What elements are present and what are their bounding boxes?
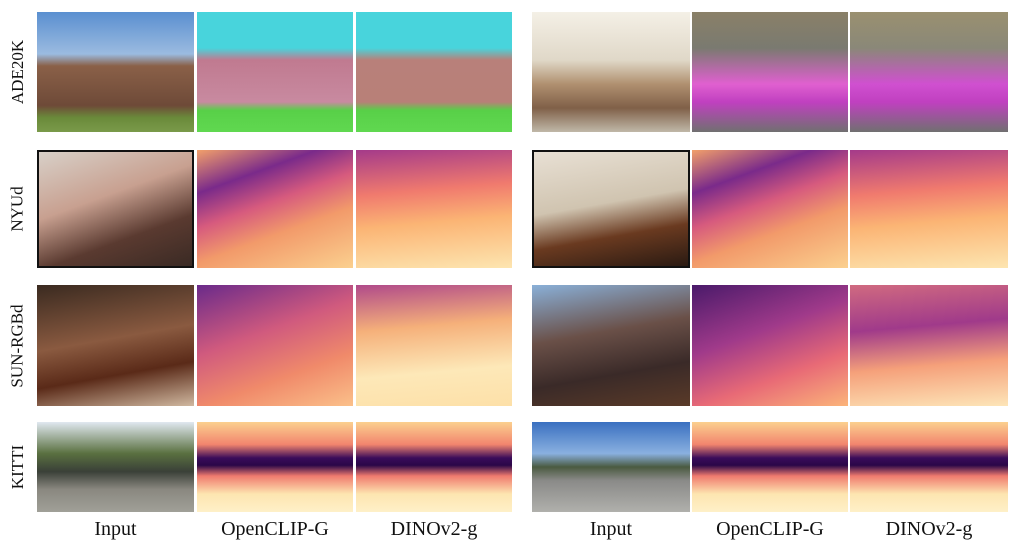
row-label: NYUd xyxy=(0,150,36,268)
column-label: DINOv2-g xyxy=(390,518,478,540)
input-image xyxy=(532,12,690,132)
feature-map xyxy=(692,12,848,132)
input-image xyxy=(37,150,194,268)
feature-map xyxy=(692,285,848,406)
feature-map xyxy=(692,422,848,512)
row-label-text: KITTI xyxy=(8,444,27,490)
input-image xyxy=(532,285,690,406)
input-image xyxy=(532,422,690,512)
input-image xyxy=(37,285,194,406)
feature-map xyxy=(356,285,512,406)
feature-map xyxy=(356,12,512,132)
row-label-text: SUN-RGBd xyxy=(8,303,27,388)
row-label: ADE20K xyxy=(0,12,36,132)
column-label: Input xyxy=(589,518,633,540)
row-label: KITTI xyxy=(0,422,36,512)
feature-map xyxy=(197,285,353,406)
input-image xyxy=(532,150,690,268)
column-label: OpenCLIP-G xyxy=(716,518,824,540)
feature-map xyxy=(692,150,848,268)
feature-map xyxy=(850,150,1008,268)
column-label: Input xyxy=(94,518,137,540)
row-label-text: ADE20K xyxy=(8,39,27,105)
input-image xyxy=(37,12,194,132)
feature-map xyxy=(850,422,1008,512)
input-image xyxy=(37,422,194,512)
feature-map xyxy=(197,422,353,512)
feature-map xyxy=(356,150,512,268)
feature-map xyxy=(850,12,1008,132)
feature-map xyxy=(197,150,353,268)
row-label-text: NYUd xyxy=(8,186,27,232)
feature-map xyxy=(356,422,512,512)
column-label: DINOv2-g xyxy=(885,518,973,540)
feature-map xyxy=(197,12,353,132)
column-label: OpenCLIP-G xyxy=(221,518,329,540)
feature-map xyxy=(850,285,1008,406)
row-label: SUN-RGBd xyxy=(0,285,36,406)
